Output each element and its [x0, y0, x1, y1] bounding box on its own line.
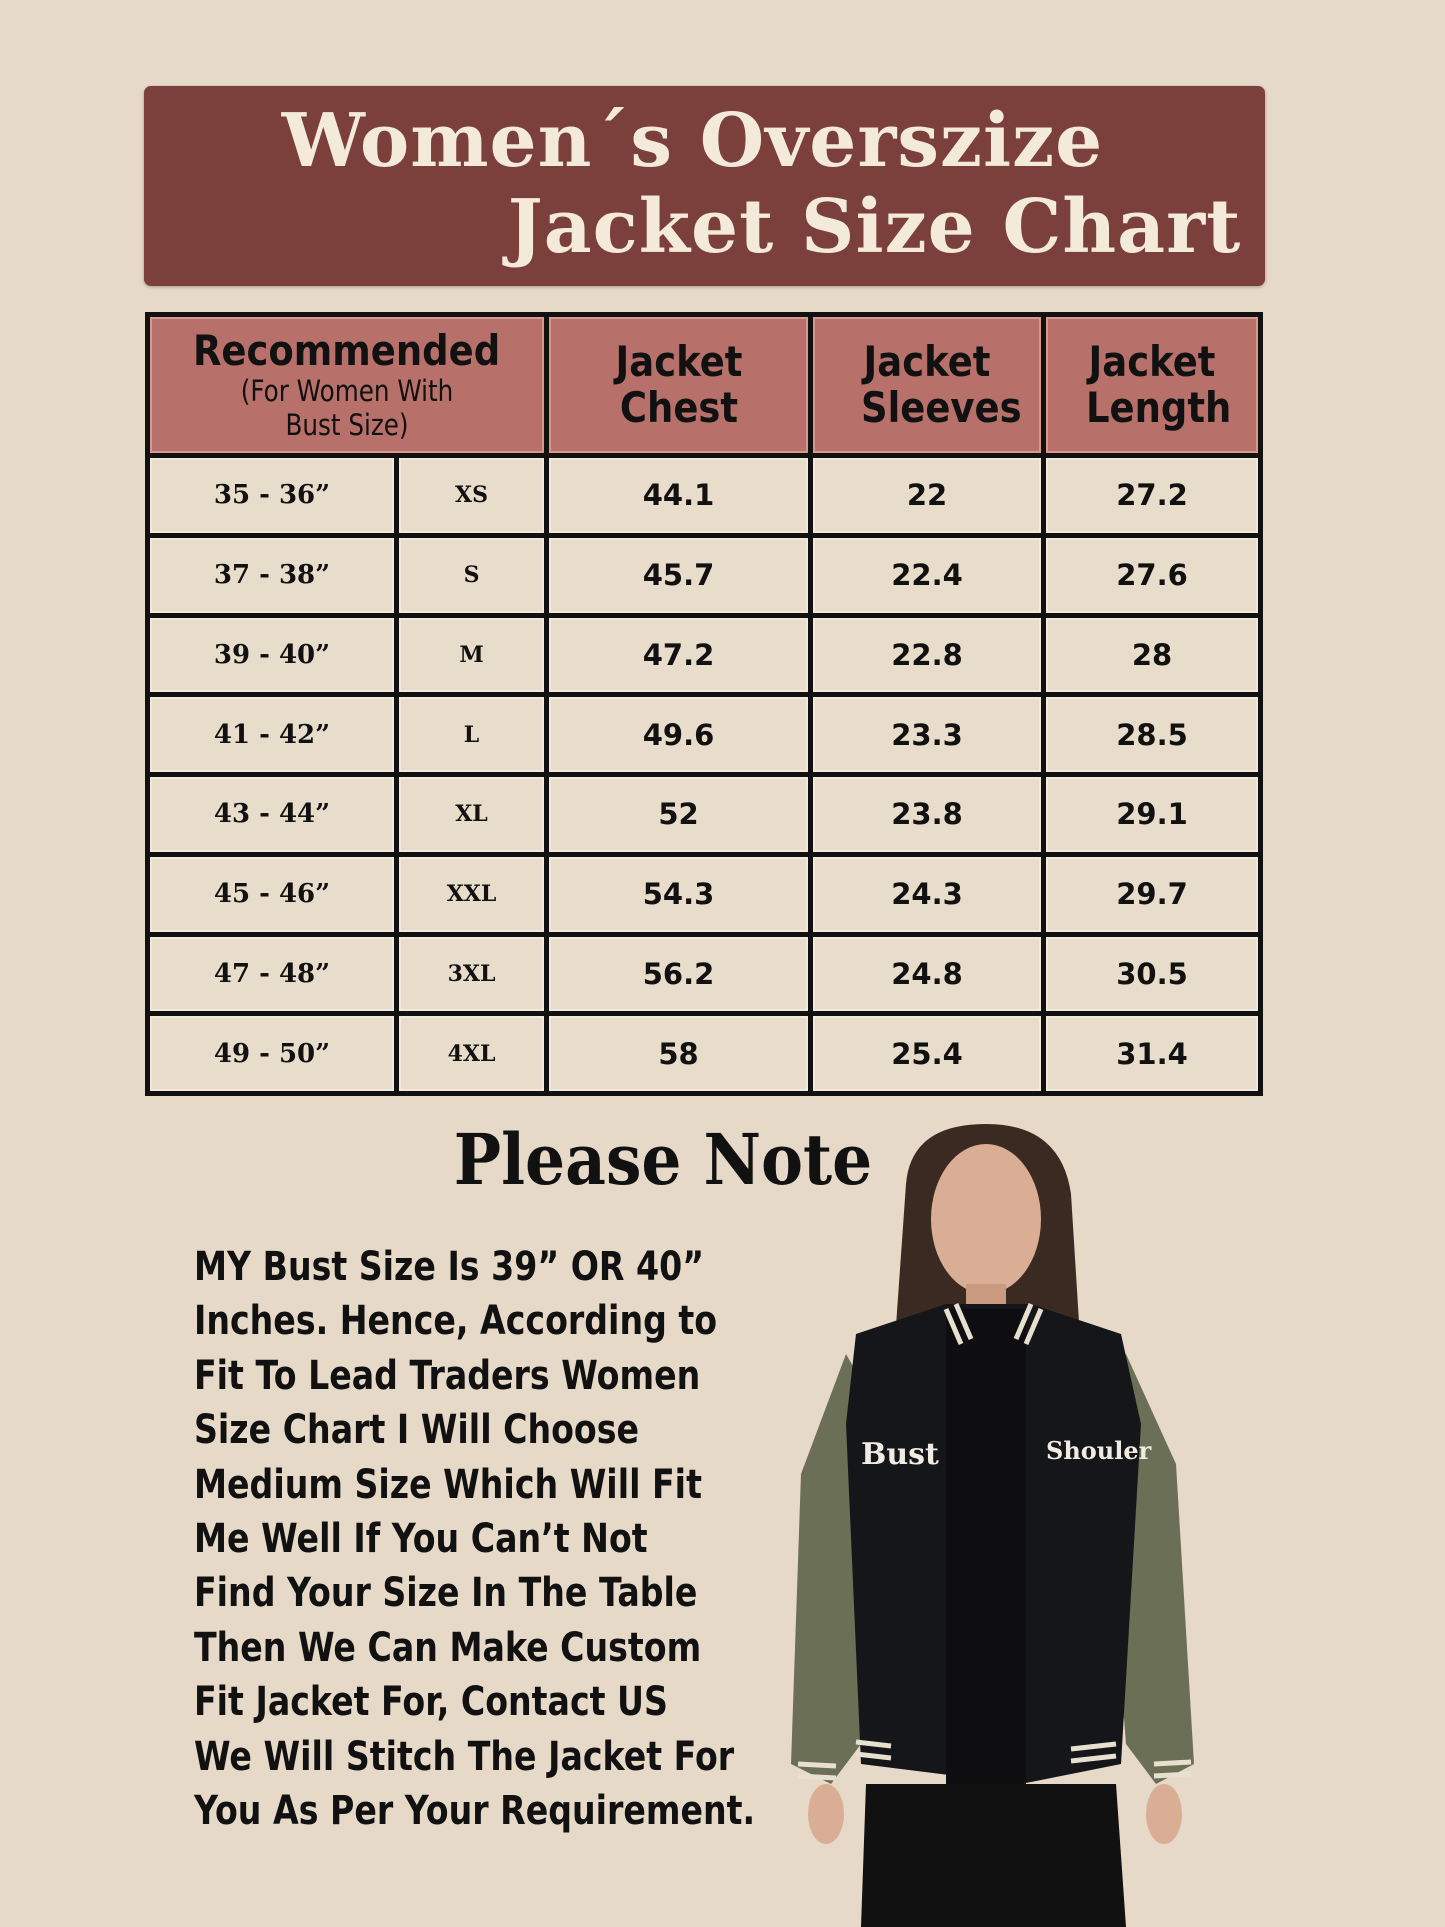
bust-cell: 35 - 36”: [145, 453, 399, 538]
shirt: [946, 1309, 1026, 1799]
table-row: 35 - 36” XS 44.1 22 27.2: [145, 453, 1264, 538]
table-row: 37 - 38” S 45.7 22.4 27.6: [145, 532, 1264, 618]
header-length: Jacket Length: [1041, 312, 1264, 458]
title-banner: Women´s Overszize Jacket Size Chart: [144, 86, 1265, 286]
note-line: We Will Stitch The Jacket For: [194, 1733, 735, 1780]
note-line: Fit To Lead Traders Women: [194, 1352, 701, 1399]
header-recommended-sub: (For Women With Bust Size): [240, 374, 454, 442]
length-cell: 29.7: [1041, 851, 1264, 937]
shoulder-label: Shouler: [1046, 1436, 1152, 1465]
pants: [861, 1784, 1126, 1927]
length-cell: 28.5: [1041, 692, 1264, 777]
table-header-row: Recommended (For Women With Bust Size) J…: [144, 312, 1264, 458]
chest-cell: 52: [544, 772, 814, 857]
table-row: 45 - 46” XXL 54.3 24.3 29.7: [145, 851, 1264, 937]
note-line: Size Chart I Will Choose: [194, 1407, 640, 1454]
sleeves-cell: 24.8: [808, 931, 1047, 1017]
note-title: Please Note: [453, 1118, 873, 1201]
note-line: MY Bust Size Is 39” OR 40”: [194, 1244, 705, 1290]
size-cell: XL: [393, 772, 550, 857]
length-cell: 27.6: [1041, 532, 1264, 618]
note-line: You As Per Your Requirement.: [194, 1788, 756, 1835]
header-sleeves-label: Jacket Sleeves: [861, 337, 1022, 432]
length-cell: 31.4: [1041, 1011, 1264, 1096]
size-cell: 3XL: [393, 931, 550, 1017]
table-row: 47 - 48” 3XL 56.2 24.8 30.5: [145, 931, 1264, 1017]
header-recommended: Recommended (For Women With Bust Size): [144, 312, 550, 458]
size-cell: S: [393, 532, 550, 618]
header-chest: Jacket Chest: [544, 312, 814, 458]
note-line: Medium Size Which Will Fit: [194, 1461, 702, 1508]
title-line-2: Jacket Size Chart: [507, 184, 1242, 270]
length-cell: 30.5: [1041, 931, 1264, 1017]
sleeves-cell: 23.3: [808, 692, 1047, 777]
bust-cell: 37 - 38”: [145, 532, 399, 618]
bust-cell: 43 - 44”: [145, 772, 399, 857]
bust-cell: 47 - 48”: [145, 931, 399, 1017]
model-wearing-jacket-image: Bust Shouler: [791, 1124, 1194, 1927]
note-line: Then We Can Make Custom: [194, 1624, 702, 1671]
sleeves-cell: 24.3: [808, 851, 1047, 937]
header-recommended-label: Recommended: [193, 326, 501, 375]
length-cell: 28: [1041, 612, 1264, 698]
table-row: 39 - 40” M 47.2 22.8 28: [145, 612, 1264, 698]
chest-cell: 56.2: [544, 931, 814, 1017]
header-chest-label: Jacket Chest: [615, 337, 742, 432]
bust-cell: 49 - 50”: [145, 1011, 399, 1096]
note-line: Me Well If You Can’t Not: [194, 1516, 648, 1563]
size-cell: 4XL: [393, 1011, 550, 1096]
bust-label: Bust: [861, 1437, 939, 1472]
sleeves-cell: 22.4: [808, 532, 1047, 618]
sleeves-cell: 23.8: [808, 772, 1047, 857]
chest-cell: 47.2: [544, 612, 814, 698]
title-line-1: Women´s Overszize: [281, 98, 1104, 184]
sleeves-cell: 22.8: [808, 612, 1047, 698]
bust-cell: 39 - 40”: [145, 612, 399, 698]
sleeves-cell: 25.4: [808, 1011, 1047, 1096]
chest-cell: 44.1: [544, 453, 814, 538]
sleeves-cell: 22: [808, 453, 1047, 538]
size-cell: XXL: [393, 851, 550, 937]
chest-cell: 49.6: [544, 692, 814, 777]
size-cell: XS: [393, 453, 550, 538]
note-line: Fit Jacket For, Contact US: [194, 1679, 668, 1726]
bust-cell: 45 - 46”: [145, 851, 399, 937]
header-sleeves: Jacket Sleeves: [808, 312, 1047, 458]
left-hand: [808, 1784, 844, 1844]
header-length-label: Jacket Length: [1086, 337, 1232, 432]
note-line: Find Your Size In The Table: [194, 1570, 698, 1617]
size-chart-table: Recommended (For Women With Bust Size) J…: [144, 312, 1264, 1096]
table-row: 49 - 50” 4XL 58 25.4 31.4: [145, 1011, 1264, 1096]
chest-cell: 54.3: [544, 851, 814, 937]
note-body: MY Bust Size Is 39” OR 40” Inches. Hence,…: [194, 1240, 804, 1838]
bust-cell: 41 - 42”: [145, 692, 399, 777]
chest-cell: 58: [544, 1011, 814, 1096]
waistband-stripes: [797, 1739, 1192, 1781]
size-cell: M: [393, 612, 550, 698]
table-row: 41 - 42” L 49.6 23.3 28.5: [145, 692, 1264, 777]
chest-cell: 45.7: [544, 532, 814, 618]
table-row: 43 - 44” XL 52 23.8 29.1: [145, 772, 1264, 857]
note-line: Inches. Hence, According to: [194, 1298, 718, 1345]
right-hand: [1146, 1784, 1182, 1844]
face: [931, 1144, 1041, 1294]
size-cell: L: [393, 692, 550, 777]
length-cell: 27.2: [1041, 453, 1264, 538]
length-cell: 29.1: [1041, 772, 1264, 857]
collar: [943, 1303, 1044, 1345]
